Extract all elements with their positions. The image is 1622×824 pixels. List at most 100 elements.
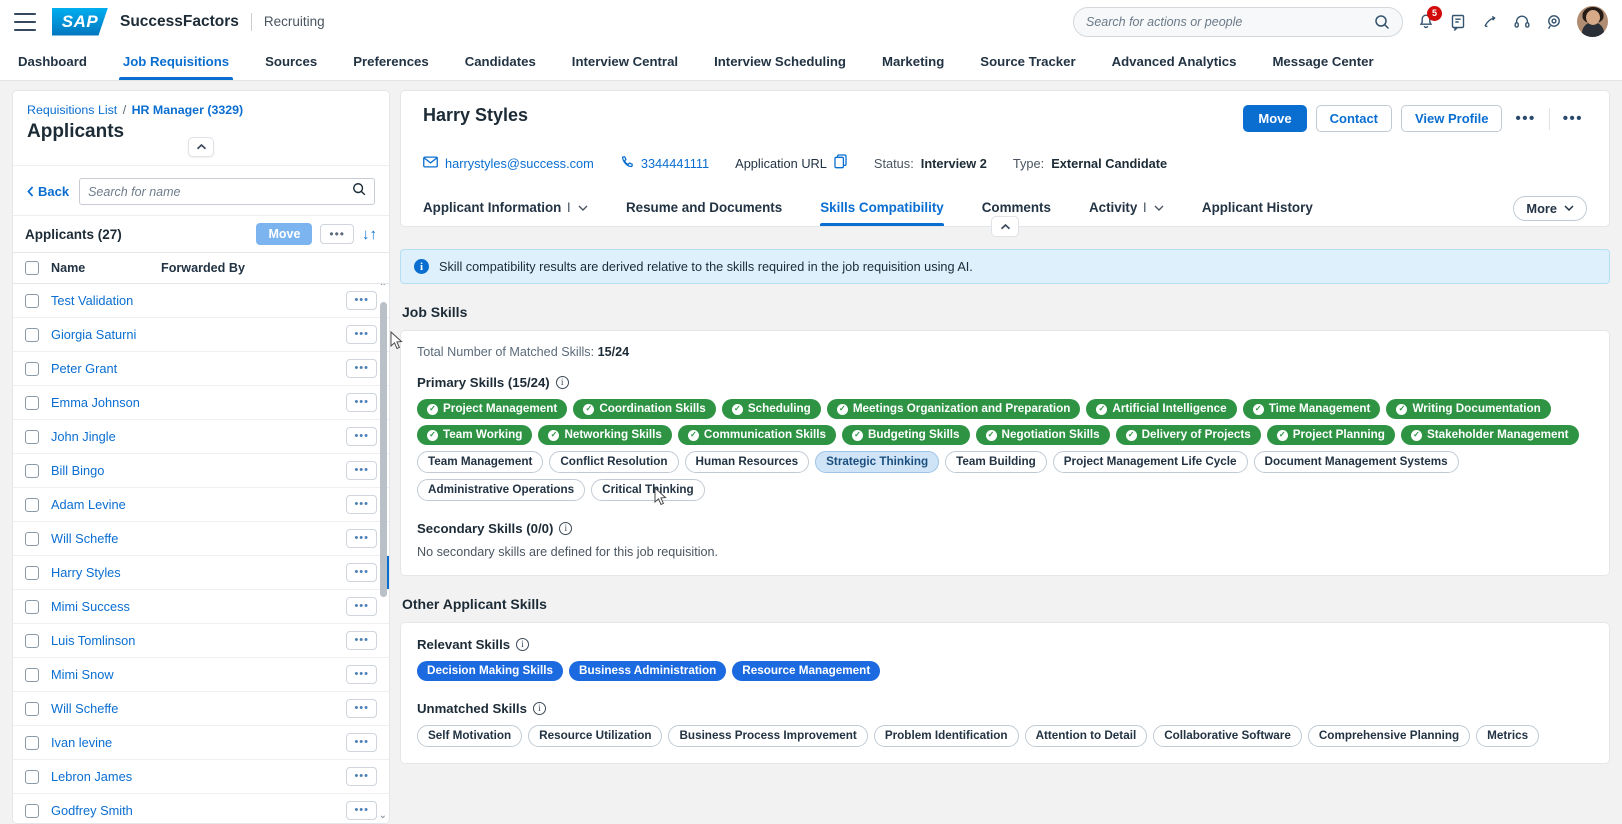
back-button[interactable]: Back (27, 184, 69, 199)
skill-chip-matched[interactable]: ✓ Negotiation Skills (975, 425, 1110, 445)
list-item[interactable]: Will Scheffe ••• (13, 522, 389, 556)
skill-chip-unmatched[interactable]: Team Building (945, 451, 1047, 473)
applicant-name[interactable]: Test Validation (51, 293, 134, 308)
skill-chip-matched[interactable]: ✓ Budgeting Skills (841, 425, 970, 445)
list-item[interactable]: Mimi Snow ••• (13, 658, 389, 692)
tab-activity[interactable]: Activity | (1089, 190, 1164, 226)
skill-chip-unmatched[interactable]: Collaborative Software (1153, 725, 1302, 747)
skill-chip-matched[interactable]: ✓ Stakeholder Management (1400, 425, 1579, 445)
nav-item-dashboard[interactable]: Dashboard (18, 54, 87, 69)
skill-chip-unmatched[interactable]: Resource Utilization (528, 725, 663, 747)
skill-chip-relevant[interactable]: Decision Making Skills (417, 661, 564, 681)
row-checkbox[interactable] (25, 327, 39, 342)
list-item[interactable]: Luis Tomlinson ••• (13, 624, 389, 658)
row-checkbox[interactable] (25, 531, 39, 546)
skill-chip-matched[interactable]: ✓ Writing Documentation (1386, 399, 1551, 419)
nav-item-candidates[interactable]: Candidates (464, 54, 536, 69)
chevron-down-icon[interactable]: | (1143, 202, 1164, 213)
row-checkbox[interactable] (25, 803, 39, 818)
tab-applicant-history[interactable]: Applicant History (1201, 200, 1313, 215)
row-actions-icon[interactable]: ••• (346, 733, 377, 752)
more-dropdown[interactable]: More (1513, 195, 1587, 221)
skill-chip-unmatched[interactable]: Human Resources (684, 451, 810, 473)
overflow-menu-icon[interactable]: ••• (1515, 109, 1536, 127)
skill-chip-matched[interactable]: ✓ Communication Skills (677, 425, 836, 445)
column-header-name[interactable]: Name (51, 261, 86, 275)
info-icon[interactable]: i (559, 522, 573, 535)
assistant-icon[interactable] (1545, 13, 1563, 31)
skill-chip-matched[interactable]: ✓ Project Management (417, 399, 568, 419)
skill-chip-matched[interactable]: ✓ Meetings Organization and Preparation (826, 399, 1081, 419)
row-actions-icon[interactable]: ••• (346, 699, 377, 718)
move-button[interactable]: Move (256, 223, 313, 245)
more-options-icon[interactable]: ••• (320, 224, 354, 244)
search-input[interactable] (1086, 14, 1374, 29)
skill-chip-unmatched-hovered[interactable]: Strategic Thinking (815, 451, 940, 473)
row-actions-icon[interactable]: ••• (346, 767, 377, 786)
applicant-name[interactable]: Lebron James (51, 769, 133, 784)
list-item[interactable]: Test Validation ••• (13, 284, 389, 318)
skill-chip-matched[interactable]: ✓ Networking Skills (538, 425, 672, 445)
list-item-selected[interactable]: Harry Styles ••• (13, 556, 389, 590)
chevron-up-icon[interactable] (188, 137, 214, 157)
nav-item-job-requisitions[interactable]: Job Requisitions (105, 43, 247, 80)
row-checkbox[interactable] (25, 463, 39, 478)
row-checkbox[interactable] (25, 565, 39, 580)
list-scrollbar[interactable]: ⌃ ⌄ (378, 284, 387, 823)
skill-chip-unmatched[interactable]: Administrative Operations (417, 479, 586, 501)
list-item[interactable]: Lebron James ••• (13, 760, 389, 794)
row-actions-icon[interactable]: ••• (346, 393, 377, 412)
row-checkbox[interactable] (25, 497, 39, 512)
skill-chip-unmatched[interactable]: Business Process Improvement (668, 725, 868, 747)
link-icon[interactable] (1481, 13, 1499, 31)
global-search[interactable] (1073, 6, 1403, 37)
skill-chip-matched[interactable]: ✓ Artificial Intelligence (1086, 399, 1237, 419)
skill-chip-unmatched[interactable]: Critical Thinking (591, 479, 705, 501)
list-item[interactable]: Bill Bingo ••• (13, 454, 389, 488)
headset-icon[interactable] (1513, 13, 1531, 31)
todo-icon[interactable] (1449, 13, 1467, 31)
move-button[interactable]: Move (1243, 105, 1307, 132)
phone-value[interactable]: 3344441111 (640, 155, 710, 171)
row-actions-icon[interactable]: ••• (346, 529, 377, 548)
list-item[interactable]: Peter Grant ••• (13, 352, 389, 386)
skill-chip-unmatched[interactable]: Comprehensive Planning (1307, 725, 1471, 747)
info-icon[interactable]: i (532, 702, 546, 715)
row-actions-icon[interactable]: ••• (346, 495, 377, 514)
applicant-name[interactable]: Luis Tomlinson (51, 633, 136, 648)
skill-chip-unmatched[interactable]: Metrics (1476, 725, 1540, 747)
skill-chip-unmatched[interactable]: Team Management (417, 451, 544, 473)
application-url-field[interactable]: Application URL (735, 154, 848, 172)
skill-chip-unmatched[interactable]: Conflict Resolution (549, 451, 679, 473)
row-actions-icon[interactable]: ••• (346, 427, 377, 446)
skill-chip-unmatched[interactable]: Attention to Detail (1024, 725, 1148, 747)
applicant-name[interactable]: Mimi Snow (51, 667, 114, 682)
row-checkbox[interactable] (25, 361, 39, 376)
skill-chip-unmatched[interactable]: Document Management Systems (1253, 451, 1459, 473)
applicant-name[interactable]: Will Scheffe (51, 701, 119, 716)
skill-chip-matched[interactable]: ✓ Time Management (1242, 399, 1381, 419)
skill-chip-matched[interactable]: ✓ Project Planning (1266, 425, 1395, 445)
applicant-name[interactable]: Peter Grant (51, 361, 118, 376)
row-checkbox[interactable] (25, 633, 39, 648)
contact-button[interactable]: Contact (1315, 105, 1392, 132)
skill-chip-unmatched[interactable]: Problem Identification (873, 725, 1019, 747)
row-actions-icon[interactable]: ••• (346, 597, 377, 616)
email-value[interactable]: harrystyles@success.com (445, 155, 594, 171)
applicant-name[interactable]: Adam Levine (51, 497, 126, 512)
skill-chip-unmatched[interactable]: Self Motivation (417, 725, 523, 747)
list-item[interactable]: Emma Johnson ••• (13, 386, 389, 420)
nav-item-marketing[interactable]: Marketing (881, 54, 945, 69)
nav-item-source-tracker[interactable]: Source Tracker (980, 54, 1076, 69)
applicant-name[interactable]: Godfrey Smith (51, 803, 133, 818)
applicant-name[interactable]: John Jingle (51, 429, 116, 444)
scroll-up-icon[interactable]: ⌃ (378, 284, 387, 293)
row-actions-icon[interactable]: ••• (346, 563, 377, 582)
row-actions-icon[interactable]: ••• (346, 291, 377, 310)
name-search-input[interactable] (88, 184, 352, 199)
email-field[interactable]: harrystyles@success.com (423, 156, 594, 171)
list-item[interactable]: John Jingle ••• (13, 420, 389, 454)
nav-item-message-center[interactable]: Message Center (1272, 54, 1374, 69)
list-item[interactable]: Mimi Success ••• (13, 590, 389, 624)
row-checkbox[interactable] (25, 293, 39, 308)
